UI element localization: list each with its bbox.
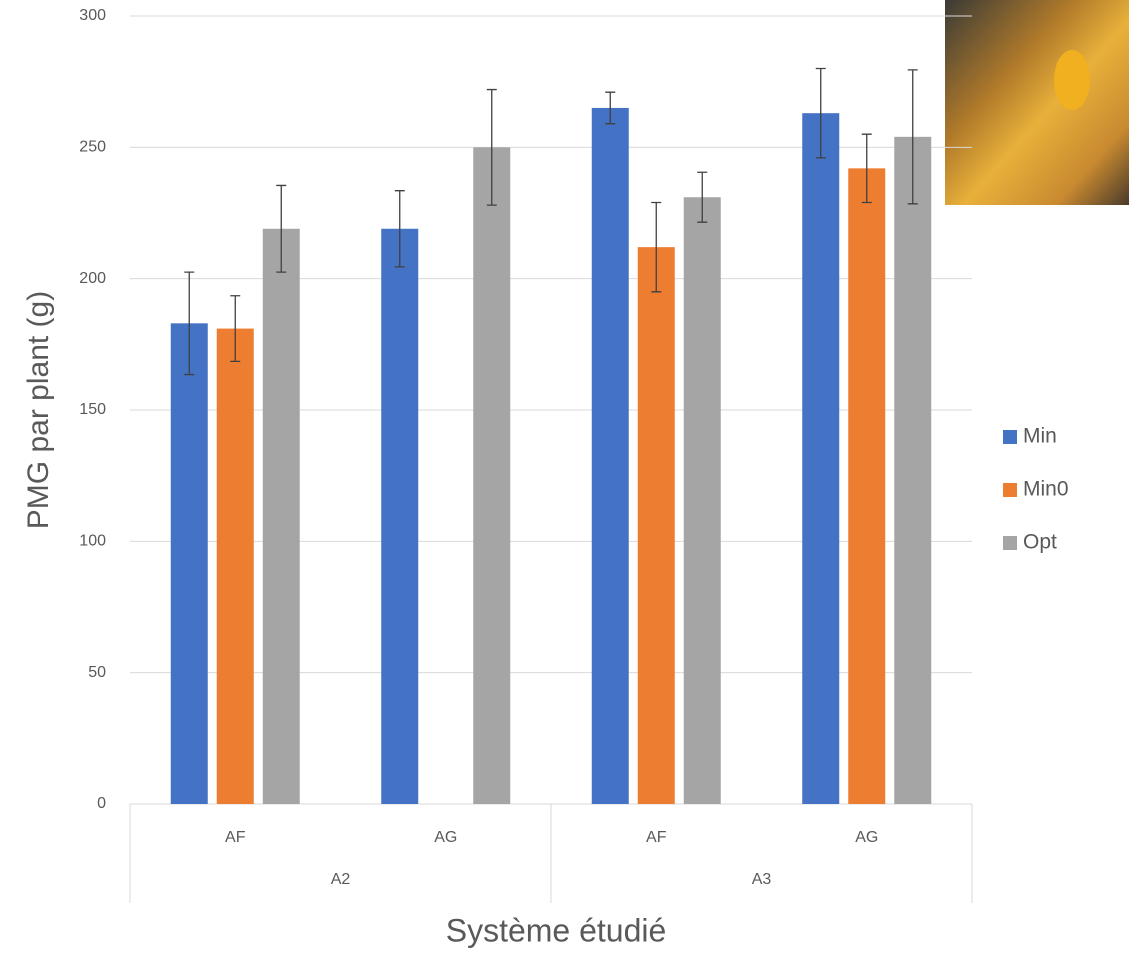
x-tick-label: AG	[434, 829, 457, 846]
x-axis-title: Système étudié	[446, 912, 667, 948]
bar	[684, 197, 721, 804]
y-tick-label: 300	[79, 7, 106, 24]
chart: PMG par plant (g) Système étudié 0 50 100 1…	[0, 0, 1129, 958]
legend-label: Min0	[1023, 478, 1069, 501]
x-tick-label: AF	[646, 829, 667, 846]
x-tick-label: AF	[225, 829, 246, 846]
group-label: A3	[752, 871, 772, 888]
legend-swatch	[1003, 483, 1017, 497]
group-label: A2	[331, 871, 351, 888]
bar	[263, 229, 300, 804]
x-tick-label: AG	[855, 829, 878, 846]
bar	[473, 147, 510, 804]
bar	[592, 108, 629, 804]
y-tick-label: 100	[79, 533, 106, 550]
y-tick-label: 50	[88, 664, 106, 681]
y-tick-label: 0	[97, 795, 106, 812]
bar	[802, 113, 839, 804]
y-axis-title: PMG par plant (g)	[22, 291, 55, 529]
y-tick-label: 150	[79, 401, 106, 418]
photo-corn-cob	[1054, 50, 1090, 110]
bar	[638, 247, 675, 804]
legend-label: Opt	[1023, 531, 1057, 554]
photo	[945, 0, 1129, 205]
legend-label: Min	[1023, 425, 1057, 448]
bar	[848, 168, 885, 804]
legend-swatch	[1003, 536, 1017, 550]
bar	[894, 137, 931, 804]
y-tick-label: 250	[79, 139, 106, 156]
bar	[217, 329, 254, 804]
bar	[171, 323, 208, 804]
legend-swatch	[1003, 430, 1017, 444]
y-tick-label: 200	[79, 270, 106, 287]
bar	[381, 229, 418, 804]
